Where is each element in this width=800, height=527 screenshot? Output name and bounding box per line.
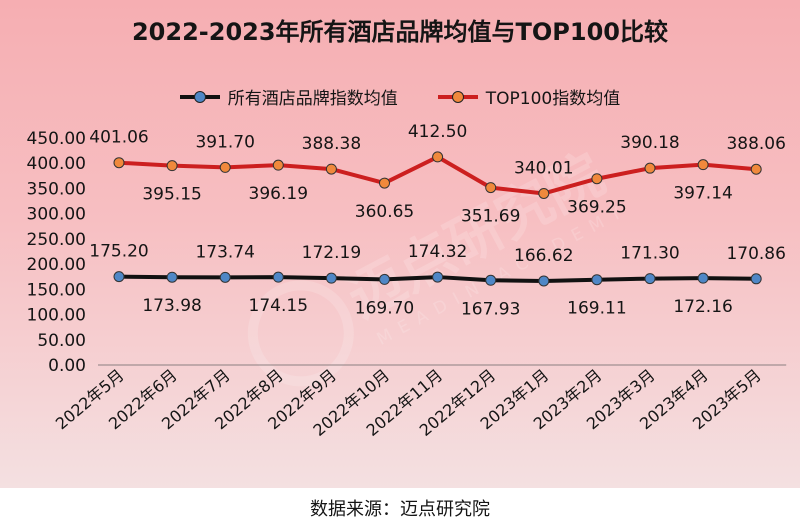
data-point — [697, 272, 709, 284]
y-tick-label: 100.00 — [27, 306, 86, 326]
data-point — [113, 157, 125, 169]
y-tick-label: 450.00 — [27, 129, 86, 149]
data-point — [113, 271, 125, 283]
data-point — [432, 271, 444, 283]
data-point — [485, 274, 497, 286]
legend-swatch-top100 — [437, 90, 478, 104]
data-point — [325, 163, 337, 175]
legend-entry-top100: TOP100指数均值 — [437, 84, 621, 109]
data-point — [379, 177, 390, 189]
y-tick-label: 200.00 — [27, 255, 86, 275]
data-point — [219, 161, 231, 173]
data-label: 173.74 — [195, 242, 254, 262]
data-point — [538, 187, 550, 199]
data-point — [272, 159, 284, 171]
legend-label-top100: TOP100指数均值 — [485, 89, 621, 109]
data-label: 170.86 — [726, 244, 785, 264]
chart-title: 2022-2023年所有酒店品牌均值与TOP100比较 — [131, 18, 668, 46]
legend-swatch-all-brands — [179, 90, 220, 104]
data-label: 172.19 — [302, 243, 361, 263]
data-label: 340.01 — [514, 158, 573, 178]
legend: 所有酒店品牌指数均值 TOP100指数均值 — [0, 84, 800, 109]
data-label: 369.25 — [567, 198, 626, 218]
data-label: 173.98 — [142, 296, 201, 316]
y-tick-label: 150.00 — [27, 280, 86, 300]
legend-label-all-brands: 所有酒店品牌指数均值 — [227, 89, 398, 109]
data-point — [485, 182, 497, 194]
data-label: 175.20 — [89, 242, 148, 262]
data-label: 174.15 — [249, 296, 308, 316]
data-label: 401.06 — [89, 128, 148, 148]
data-point — [750, 273, 762, 285]
data-point — [379, 273, 390, 285]
data-label: 351.69 — [461, 207, 520, 227]
data-point — [591, 274, 603, 286]
watermark-logo-icon — [247, 280, 354, 387]
data-label: 397.14 — [673, 184, 732, 204]
data-label: 412.50 — [408, 122, 467, 142]
data-label: 169.70 — [355, 298, 414, 318]
data-point — [644, 162, 656, 174]
data-point — [591, 173, 603, 185]
data-label: 166.62 — [514, 246, 573, 266]
data-point — [432, 151, 444, 163]
data-label: 388.06 — [726, 134, 785, 154]
data-label: 360.65 — [355, 202, 414, 222]
data-point — [166, 160, 178, 172]
data-point — [538, 275, 550, 287]
y-tick-label: 0.00 — [48, 356, 86, 376]
data-label: 167.93 — [461, 299, 520, 319]
y-tick-label: 50.00 — [37, 331, 86, 351]
data-point — [272, 271, 284, 283]
data-point — [697, 159, 709, 171]
source-note: 数据来源：迈点研究院 — [310, 499, 490, 520]
data-label: 395.15 — [142, 185, 201, 205]
y-tick-label: 300.00 — [27, 205, 86, 225]
data-point — [166, 271, 178, 283]
data-point — [750, 163, 762, 175]
data-point — [325, 272, 337, 284]
y-tick-label: 350.00 — [27, 179, 86, 199]
data-label: 388.38 — [302, 134, 361, 154]
data-label: 169.11 — [567, 299, 626, 319]
data-label: 171.30 — [620, 244, 679, 264]
data-point — [644, 273, 656, 285]
y-tick-label: 400.00 — [27, 154, 86, 174]
data-label: 390.18 — [620, 133, 679, 153]
data-label: 172.16 — [673, 297, 732, 317]
chart-panel: 2022-2023年所有酒店品牌均值与TOP100比较 所有酒店品牌指数均值 T… — [0, 0, 800, 488]
legend-entry-all-brands: 所有酒店品牌指数均值 — [179, 84, 398, 109]
data-point — [219, 271, 231, 283]
data-label: 391.70 — [195, 132, 254, 152]
data-label: 396.19 — [249, 184, 308, 204]
data-label: 174.32 — [408, 242, 467, 262]
y-tick-label: 250.00 — [27, 230, 86, 250]
